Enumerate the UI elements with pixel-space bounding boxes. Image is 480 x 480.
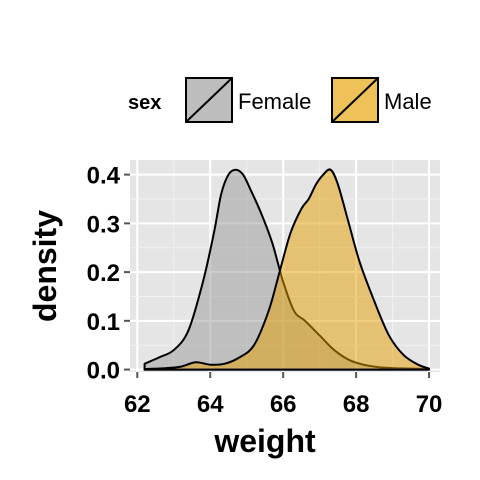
x-tick-label: 68 xyxy=(343,391,370,418)
legend-key-slash xyxy=(185,77,233,123)
x-tick-label: 64 xyxy=(197,391,224,418)
x-tick-label: 66 xyxy=(270,391,297,418)
x-axis-title: weight xyxy=(213,423,316,459)
y-tick-label: 0.2 xyxy=(87,260,120,287)
axes: 0.0 0.1 0.2 0.3 0.4 62 64 66 68 70 xyxy=(87,163,443,418)
legend-key-slash xyxy=(331,77,379,123)
legend-item-male: Male xyxy=(331,77,432,123)
density-areas xyxy=(143,168,431,371)
legend-label: Female xyxy=(238,89,311,114)
y-axis-title: density xyxy=(27,210,63,322)
legend-label: Male xyxy=(384,89,432,114)
legend-title: sex xyxy=(128,92,161,114)
legend: sex Female Male xyxy=(128,77,432,123)
legend-item-female: Female xyxy=(185,77,311,123)
x-tick-label: 70 xyxy=(416,391,443,418)
density-area-male xyxy=(143,168,431,371)
y-tick-label: 0.3 xyxy=(87,211,120,238)
x-tick-label: 62 xyxy=(124,391,151,418)
y-tick-label: 0.0 xyxy=(87,358,120,385)
y-tick-label: 0.1 xyxy=(87,309,120,336)
y-tick-label: 0.4 xyxy=(87,163,121,190)
